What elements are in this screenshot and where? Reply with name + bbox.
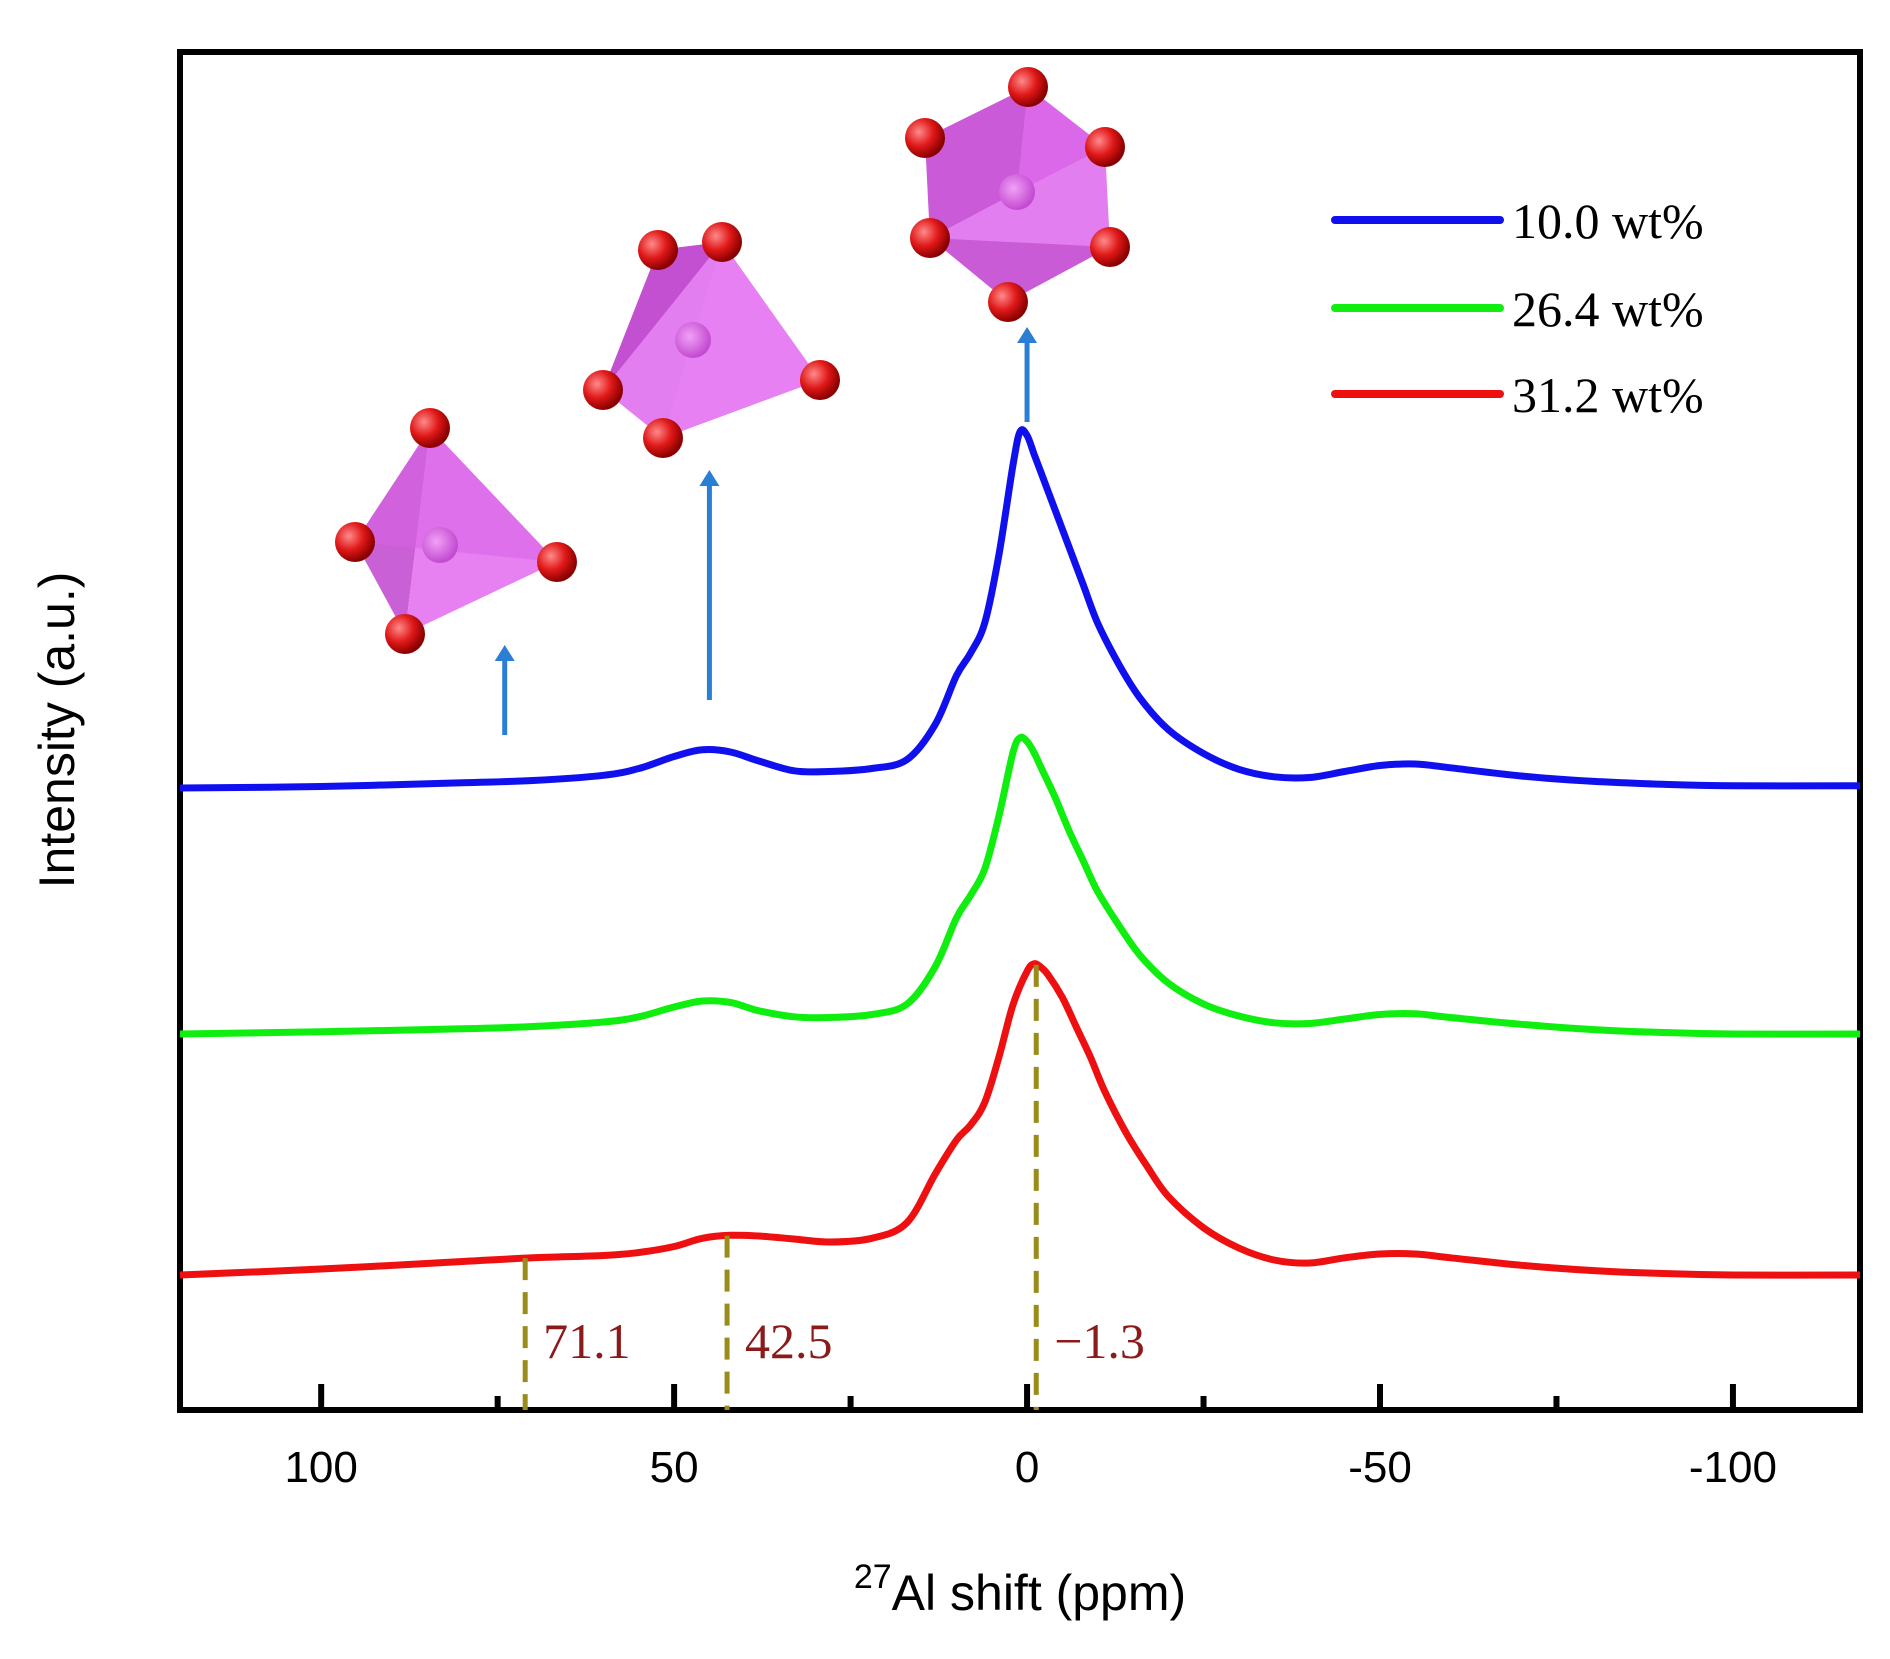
series-line-10-0-wt-: [179, 426, 1861, 792]
legend-label-10-0: 10.0 wt%: [1512, 193, 1704, 249]
x-tick-label-3: -50: [1348, 1443, 1412, 1492]
arrow-head-2: [1017, 327, 1038, 343]
x-tick-label-4: -100: [1689, 1443, 1777, 1492]
x-axis-title-superscript: 27: [854, 1558, 892, 1596]
legend-label-31-2: 31.2 wt%: [1512, 367, 1704, 423]
y-axis-title: Intensity (a.u.): [29, 572, 85, 889]
tetrahedron-alo4-illustration: [335, 408, 577, 654]
series-line-26-4-wt-: [179, 733, 1861, 1038]
plot-frame: [177, 49, 1863, 1413]
x-tick-label-1: 50: [650, 1443, 699, 1492]
peak-label-0: 71.1: [543, 1313, 631, 1369]
x-axis-title: 27Al shift (ppm): [854, 1558, 1186, 1621]
legend: 10.0 wt% 26.4 wt% 31.2 wt%: [1331, 193, 1704, 423]
arrow-head-0: [494, 645, 515, 661]
peak-markers: 71.1 42.5 −1.3: [522, 964, 1145, 1410]
peak-label-2: −1.3: [1054, 1313, 1145, 1369]
series-line-31-2-wt-: [179, 960, 1861, 1279]
octahedron-alo6-illustration: [905, 67, 1130, 322]
coordination-arrows: [494, 327, 1038, 735]
spectra-series: [179, 426, 1861, 1279]
arrow-head-1: [699, 470, 720, 486]
legend-label-26-4: 26.4 wt%: [1512, 281, 1704, 337]
x-axis-ticks: 100 50 0 -50 -100: [284, 1384, 1777, 1492]
peak-label-1: 42.5: [745, 1313, 833, 1369]
x-tick-label-2: 0: [1015, 1443, 1039, 1492]
x-axis-title-main: Al shift (ppm): [892, 1565, 1187, 1621]
x-tick-label-0: 100: [284, 1443, 357, 1492]
trigonal-bipyramid-alo5-illustration: [583, 222, 840, 458]
